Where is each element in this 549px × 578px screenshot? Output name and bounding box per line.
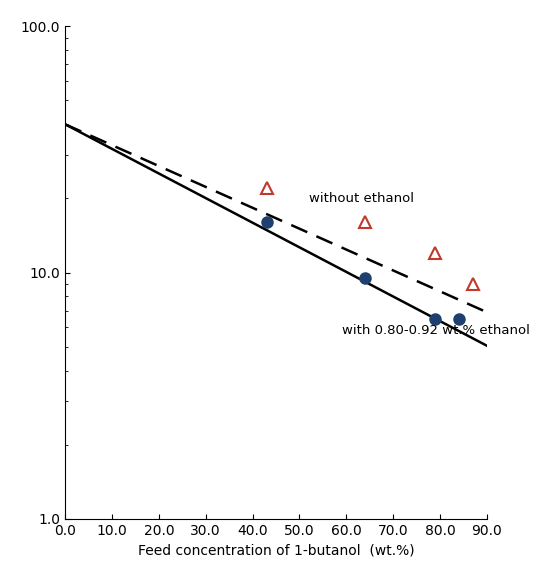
Text: with 0.80-0.92 wt.% ethanol: with 0.80-0.92 wt.% ethanol: [341, 324, 529, 338]
Text: without ethanol: without ethanol: [309, 192, 414, 205]
X-axis label: Feed concentration of 1-butanol  (wt.%): Feed concentration of 1-butanol (wt.%): [138, 543, 414, 557]
